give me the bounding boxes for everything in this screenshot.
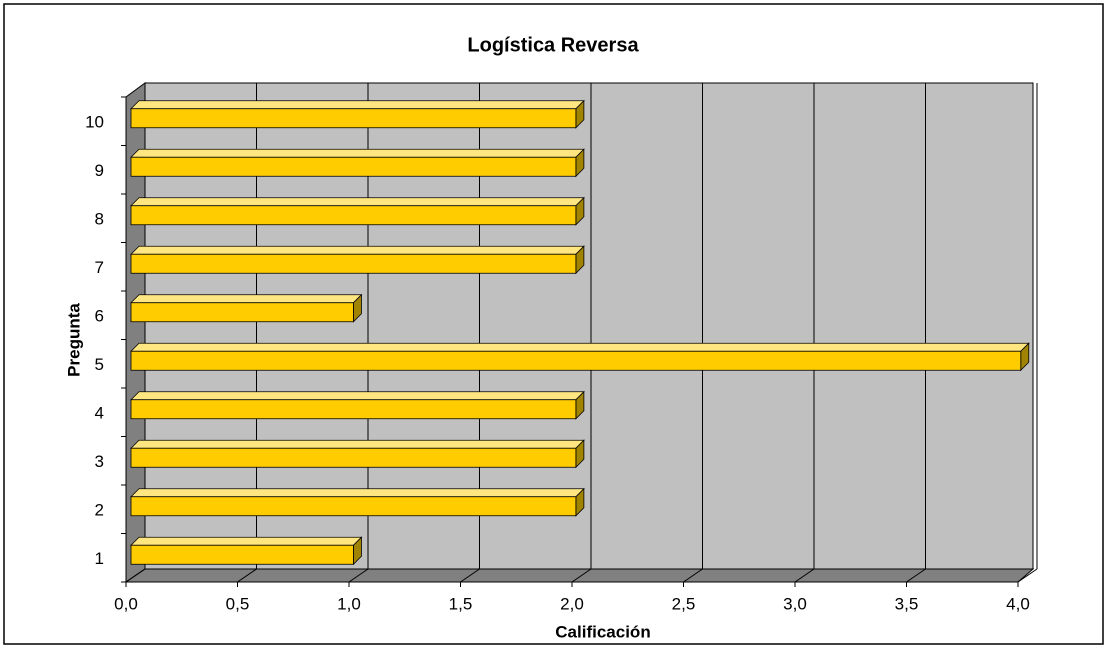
floor-grid-line <box>683 568 703 583</box>
bar <box>130 205 577 226</box>
bar-top <box>130 294 363 304</box>
x-tick-label: 1,0 <box>337 594 361 613</box>
bar <box>130 302 354 323</box>
bar <box>130 253 577 274</box>
x-axis-title: Calificación <box>555 622 650 641</box>
y-tick-label: 3 <box>95 452 104 471</box>
y-tick-label: 2 <box>95 501 104 520</box>
y-tick-label: 10 <box>85 113 104 132</box>
bar-top <box>130 342 1030 352</box>
y-tick-label: 6 <box>95 307 104 326</box>
bar <box>130 350 1022 371</box>
bar-top <box>130 536 363 546</box>
y-axis-title: Pregunta <box>64 303 83 377</box>
bar <box>130 447 577 468</box>
bar-top <box>130 100 585 110</box>
floor-grid-line <box>348 568 369 583</box>
plot <box>125 83 1038 583</box>
floor-grid-line <box>794 568 815 583</box>
y-tick-label: 8 <box>95 210 104 229</box>
x-tick-label: 3,0 <box>783 594 807 613</box>
floor-grid-line <box>1017 568 1038 583</box>
chart-title: Logística Reversa <box>467 34 639 56</box>
y-tick-label: 5 <box>95 355 104 374</box>
floor-grid-line <box>906 568 926 583</box>
floor-grid-line <box>571 568 592 583</box>
floor-grid-line <box>460 568 480 583</box>
floor-grid-line <box>125 568 146 583</box>
x-tick-label: 2,5 <box>672 594 696 613</box>
floor <box>124 568 1035 583</box>
bar <box>130 399 577 420</box>
bar-top <box>130 245 585 255</box>
bar-top <box>130 488 585 498</box>
bar-top <box>130 148 585 158</box>
x-tick-label: 4,0 <box>1006 594 1030 613</box>
x-tick-label: 2,0 <box>560 594 584 613</box>
bar-top <box>130 197 585 207</box>
bar <box>130 496 577 517</box>
y-tick-label: 4 <box>95 404 104 423</box>
bar <box>130 108 577 129</box>
bar-top <box>130 391 585 401</box>
floor-grid-line <box>237 568 257 583</box>
x-tick-label: 0,5 <box>226 594 250 613</box>
bar <box>130 544 354 565</box>
x-tick-label: 1,5 <box>449 594 473 613</box>
bar <box>130 156 577 177</box>
y-tick-label: 1 <box>95 549 104 568</box>
x-tick-label: 0,0 <box>114 594 138 613</box>
x-tick-label: 3,5 <box>895 594 919 613</box>
y-tick-label: 9 <box>95 161 104 180</box>
bar-top <box>130 439 585 449</box>
y-tick-label: 7 <box>95 258 104 277</box>
